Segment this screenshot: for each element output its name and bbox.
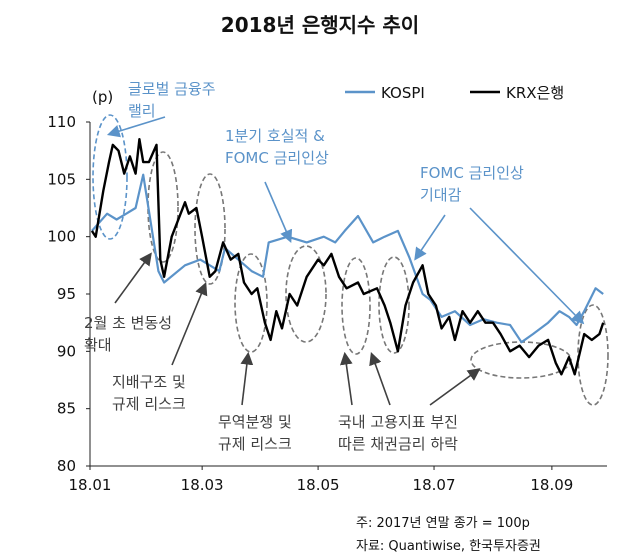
y-axis-unit: (p) [92, 88, 113, 106]
x-tick-label: 18.09 [530, 476, 573, 494]
annotation-q1: FOMC 금리인상 [225, 149, 329, 167]
arrow-trade [240, 351, 254, 406]
arrow-jobs1 [339, 351, 353, 406]
legend: KOSPI KRX은행 [345, 84, 564, 102]
legend-label: KOSPI [381, 84, 425, 102]
x-tick-label: 18.01 [69, 476, 112, 494]
arrow-feb [114, 252, 152, 304]
y-tick-label: 85 [57, 400, 76, 418]
annotation-rally: 글로벌 금융주 [128, 80, 216, 98]
x-tick-label: 18.05 [297, 476, 340, 494]
annotation-arrows [106, 116, 585, 406]
arrow-q1 [264, 181, 293, 243]
ellipse-jobs1 [341, 257, 371, 355]
annotation-q1: 1분기 호실적 & [225, 127, 325, 145]
note-base: 주: 2017년 연말 종가 = 100p [356, 516, 530, 531]
x-tick-label: 18.07 [413, 476, 456, 494]
series-line-krx-bank [90, 138, 605, 376]
annotation-trade: 규제 리스크 [218, 435, 292, 453]
annotation-ellipses [92, 114, 609, 406]
axes: 80 85 90 95 100 105 110 18.01 18.03 18.05 18.07 18.… [47, 113, 607, 494]
ellipse-trade2 [285, 245, 327, 343]
ellipse-rally [92, 114, 128, 240]
y-tick-label: 100 [47, 228, 76, 246]
annotation-feb: 확대 [84, 336, 112, 354]
ellipse-feb [147, 151, 179, 263]
series-line-kospi [91, 173, 604, 344]
annotation-trade: 무역분쟁 및 [218, 413, 292, 431]
arrow-rally [106, 116, 166, 138]
series-lines [90, 138, 605, 376]
annotation-gov: 지배구조 및 [112, 373, 186, 391]
y-tick-label: 90 [57, 342, 76, 360]
annotation-feb: 2월 초 변동성 [84, 314, 172, 332]
arrow-jobs2 [369, 351, 391, 406]
arrow-fomc1 [414, 214, 446, 261]
arrow-aug [429, 368, 481, 406]
ellipse-sep [577, 304, 609, 406]
ellipse-jobs2 [378, 256, 410, 354]
annotation-fomc: 기대감 [420, 186, 462, 204]
arrow-gov [171, 282, 208, 366]
y-tick-label: 105 [47, 170, 76, 188]
ellipse-trade1 [234, 253, 268, 353]
annotation-fomc: FOMC 금리인상 [420, 164, 524, 182]
x-tick-label: 18.03 [181, 476, 224, 494]
annotation-gov: 규제 리스크 [112, 395, 186, 413]
y-tick-label: 95 [57, 285, 76, 303]
ellipse-gov [194, 173, 226, 285]
legend-label: KRX은행 [506, 84, 564, 102]
y-tick-label: 110 [47, 113, 76, 131]
annotation-jobs: 따른 채권금리 하락 [338, 435, 458, 453]
arrow-fomc2 [469, 207, 585, 325]
annotation-jobs: 국내 고용지표 부진 [338, 413, 458, 431]
note-source: 자료: Quantiwise, 한국투자증권 [356, 539, 541, 554]
y-tick-label: 80 [57, 457, 76, 475]
chart-title: 2018년 은행지수 추이 [221, 13, 419, 37]
annotation-rally: 랠리 [128, 102, 156, 120]
